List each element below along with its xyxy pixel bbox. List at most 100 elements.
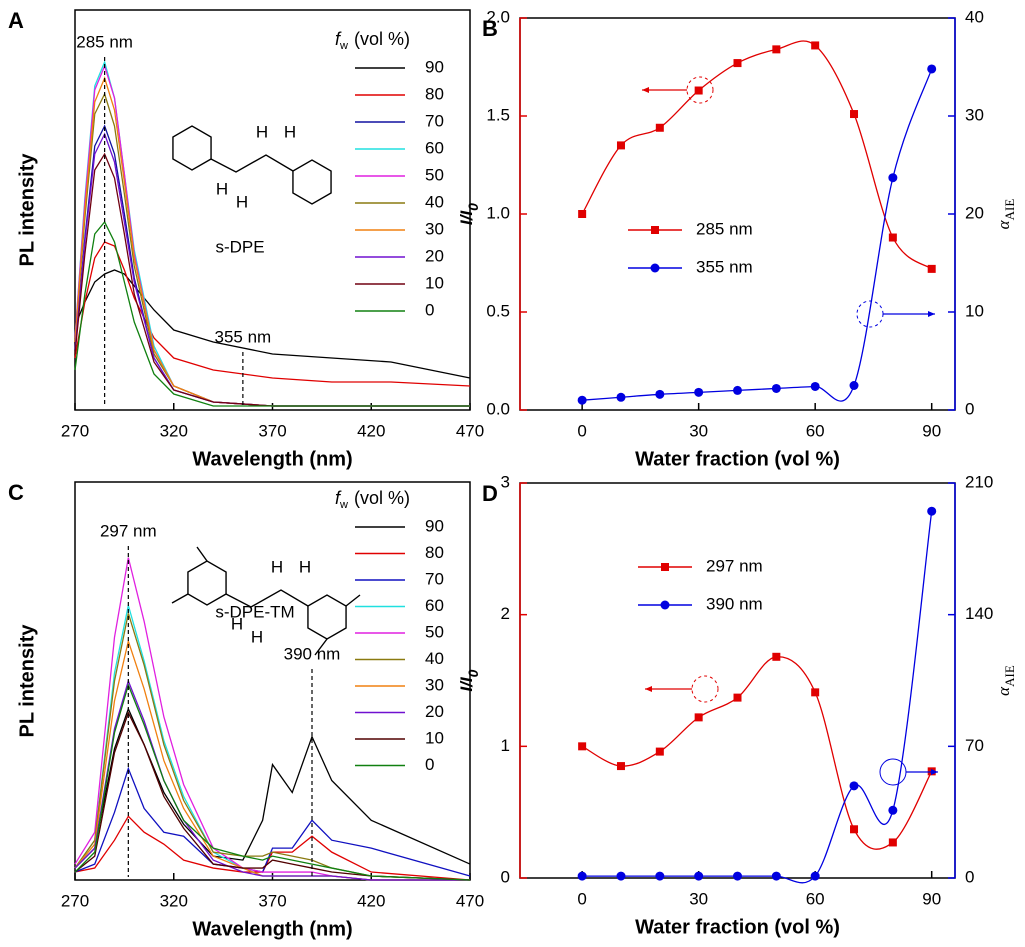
y-axis-label: I/I0 [457, 203, 480, 225]
benzene-ring [187, 560, 227, 606]
benzene-ring [307, 594, 347, 640]
data-point [733, 693, 742, 702]
indicator-circle [856, 300, 884, 328]
data-point [888, 233, 897, 242]
y2-tick-label: 140 [965, 604, 993, 623]
legend-label: 60 [425, 138, 444, 157]
data-point [655, 123, 664, 132]
x-tick-label: 420 [357, 891, 385, 910]
plot-frame [74, 481, 471, 881]
legend-label: 90 [425, 516, 444, 535]
data-point [733, 59, 742, 68]
plot-frame [74, 9, 471, 411]
data-point [771, 383, 781, 393]
legend-marker [650, 263, 660, 273]
data-point [655, 747, 664, 756]
y-tick-label: 0.0 [486, 399, 510, 418]
spectrum-line [74, 605, 470, 881]
legend-label: 70 [425, 569, 444, 588]
legend-label: 90 [425, 57, 444, 76]
peak-label: 297 nm [100, 521, 157, 540]
x-tick-label: 30 [689, 889, 708, 908]
bond [225, 589, 309, 608]
x-tick-label: 60 [806, 889, 825, 908]
x-axis-label: Water fraction (vol %) [635, 916, 840, 938]
data-point [888, 838, 897, 847]
fit-curve [582, 68, 933, 402]
data-point [577, 395, 587, 405]
data-point [849, 381, 859, 390]
atom-label: H [251, 627, 263, 646]
legend-label: 285 nm [696, 219, 753, 238]
spectrum-line [74, 269, 471, 379]
x-tick-label: 470 [456, 891, 484, 910]
spectrum-line [74, 64, 470, 407]
x-tick-label: 320 [160, 421, 188, 440]
arrow-head [931, 769, 938, 775]
data-point [733, 385, 742, 395]
data-point [616, 392, 626, 402]
legend-label: 30 [425, 675, 444, 694]
peak-label: 390 nm [284, 644, 341, 663]
legend-label: 80 [425, 543, 444, 562]
legend-marker [661, 563, 669, 571]
data-point [578, 210, 587, 218]
y-axis-label: PL intensity [16, 153, 38, 267]
legend-label: 50 [425, 165, 444, 184]
x-tick-label: 60 [806, 421, 825, 440]
y2-tick-label: 30 [965, 105, 984, 124]
y2-tick-label: 0 [965, 867, 974, 886]
spectrum-line [74, 76, 470, 407]
y2-tick-label: 70 [965, 736, 984, 755]
atom-label: H [231, 614, 243, 633]
legend-title: fw (vol %) [335, 29, 410, 52]
y2-axis-label: αAIE [994, 665, 1017, 696]
legend-label: 50 [425, 622, 444, 641]
x-tick-label: 270 [61, 421, 89, 440]
data-point [694, 387, 704, 397]
data-point [849, 781, 859, 791]
atom-label: H [256, 122, 268, 141]
spectrum-line [74, 613, 471, 881]
fit-curve [581, 656, 933, 850]
data-point [927, 264, 936, 273]
y2-axis-label-sub: AIE [1002, 199, 1017, 221]
x-tick-label: 470 [456, 421, 484, 440]
arrow-head [645, 686, 652, 692]
y-tick-label: 1.0 [486, 203, 510, 222]
data-point [616, 871, 626, 881]
data-point [810, 381, 820, 391]
legend-title-unit: (vol %) [354, 488, 410, 508]
panel-label: B [482, 16, 498, 41]
legend-marker [660, 600, 670, 610]
molecule-structure [172, 125, 332, 205]
methyl-bond [171, 546, 361, 656]
legend-title-symbol: f [335, 29, 342, 49]
legend-title: fw (vol %) [335, 488, 410, 511]
y2-axis-label-main: α [994, 219, 1013, 229]
legend-label: 0 [425, 300, 434, 319]
x-tick-label: 30 [689, 421, 708, 440]
data-point [850, 825, 859, 834]
atom-label: H [271, 557, 283, 576]
molecule-name: s-DPE [215, 237, 264, 256]
molecule-name: s-DPE-TM [215, 602, 294, 621]
x-tick-label: 90 [922, 421, 941, 440]
y2-tick-label: 0 [965, 399, 974, 418]
panel-label: C [8, 480, 24, 505]
x-tick-label: 370 [258, 891, 286, 910]
legend-label: 80 [425, 84, 444, 103]
y2-tick-label: 20 [965, 203, 984, 222]
x-axis-label: Wavelength (nm) [192, 918, 352, 940]
data-point [772, 45, 781, 54]
y-tick-label: 0 [501, 867, 510, 886]
y-axis-label-sub: 0 [465, 669, 481, 677]
spectrum-line [74, 638, 470, 881]
legend-marker [651, 226, 659, 234]
x-tick-label: 420 [357, 421, 385, 440]
legend-label: 20 [425, 246, 444, 265]
y-tick-label: 1 [501, 736, 510, 755]
y2-axis-label-sub: AIE [1002, 665, 1017, 687]
peak-label: 285 nm [76, 32, 133, 51]
data-point [655, 871, 665, 881]
